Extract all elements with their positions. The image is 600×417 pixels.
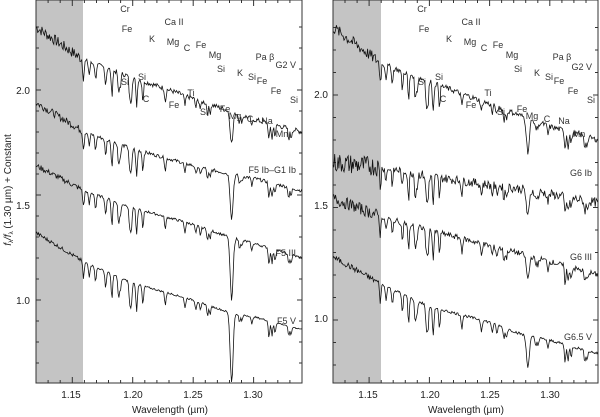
left-ytick-label: 1.0: [16, 296, 30, 307]
left-shaded-region: [36, 0, 83, 383]
line-id-label: Si: [290, 95, 298, 105]
line-id-label: Ca II: [164, 17, 183, 27]
line-id-label: Si: [418, 77, 426, 87]
left-xtick-label: 1.25: [183, 390, 203, 401]
line-id-label: Si: [248, 72, 256, 82]
right-spectra: [332, 25, 599, 368]
line-id-label: Na: [261, 116, 273, 126]
line-id-label: Fe: [554, 76, 565, 86]
line-id-label: Pa β: [553, 52, 572, 62]
line-id-label: Fe: [493, 40, 504, 50]
line-id-label: C: [481, 43, 488, 53]
line-id-label: K: [149, 34, 155, 44]
line-id-label: Na: [558, 116, 570, 126]
line-id-label: Fe: [196, 40, 207, 50]
series-label-g6iii: G6 III: [570, 252, 592, 262]
right-x-axis-label: Wavelength (µm): [428, 405, 504, 416]
spectrum-line: [332, 153, 599, 216]
right-x-ticks: [344, 0, 587, 383]
line-id-label: Si: [587, 95, 595, 105]
line-id-label: K: [446, 34, 452, 44]
right-xtick-label: 1.25: [480, 390, 500, 401]
right-ytick-label: 2.0: [314, 90, 328, 101]
line-id-label: Ti: [187, 88, 194, 98]
line-id-label: Si: [200, 107, 208, 117]
line-id-label: Fe: [568, 86, 579, 96]
line-id-label: Cr: [120, 4, 130, 14]
line-id-label: Fe: [517, 104, 528, 114]
line-id-label: Mg: [167, 37, 180, 47]
line-id-label: Si: [435, 72, 443, 82]
line-id-label: C: [544, 114, 551, 124]
right-xtick-label: 1.20: [420, 390, 440, 401]
line-id-label: Ti: [484, 88, 491, 98]
line-id-label: Fe: [271, 86, 282, 96]
line-id-label: Fe: [257, 76, 268, 86]
series-label-g65v: G6.5 V: [564, 332, 592, 342]
line-id-label: C: [440, 94, 447, 104]
line-id-label: Mg: [229, 111, 242, 121]
line-id-label: Fe: [419, 24, 430, 34]
left-panel: 1.15 1.20 1.25 1.30 1.0 1.5 2.0 Waveleng…: [3, 0, 303, 416]
left-spectra: [35, 26, 303, 383]
left-xtick-label: 1.20: [123, 390, 143, 401]
left-xtick-label: 1.30: [243, 390, 263, 401]
spectrum-line: [332, 25, 599, 155]
spectrum-line: [332, 255, 599, 368]
line-id-label: Mn: [276, 129, 289, 139]
line-id-label: Cr: [417, 4, 427, 14]
line-id-label: Si: [497, 107, 505, 117]
spectrum-line: [35, 231, 302, 383]
right-xtick-label: 1.15: [358, 390, 378, 401]
right-panel: 1.15 1.20 1.25 1.30 1.0 1.5 2.0 Waveleng…: [314, 0, 599, 416]
left-x-axis-label: Wavelength (µm): [132, 405, 208, 416]
series-label-g2v-right: G2 V: [571, 62, 592, 72]
spectrum-line: [332, 194, 599, 285]
line-id-label: Ca II: [461, 17, 480, 27]
series-label-f5ib-g1ib: F5 Ib–G1 Ib: [248, 165, 296, 175]
right-ytick-label: 1.5: [314, 201, 328, 212]
line-id-label: C: [247, 114, 254, 124]
line-id-label: Mg: [209, 50, 222, 60]
line-id-label: K: [237, 68, 243, 78]
series-label-f5iii: F5 III: [275, 248, 296, 258]
line-id-label: Mg: [464, 37, 477, 47]
line-id-label: Pa β: [256, 52, 275, 62]
line-id-label: Si: [138, 72, 146, 82]
line-id-label: Fe: [122, 24, 133, 34]
spectrum-line: [35, 26, 303, 144]
right-xtick-label: 1.30: [540, 390, 560, 401]
left-ytick-label: 2.0: [16, 86, 30, 97]
line-id-label: Si: [545, 72, 553, 82]
left-x-ticks: [47, 0, 291, 383]
line-id-label: C: [184, 43, 191, 53]
line-id-label: Fe: [466, 100, 477, 110]
line-id-label: Fe: [220, 104, 231, 114]
line-id-label: Mg: [506, 50, 519, 60]
line-id-label: Si: [217, 64, 225, 74]
left-xtick-label: 1.15: [61, 390, 81, 401]
line-id-label: Si: [121, 77, 129, 87]
line-id-label: Si: [514, 64, 522, 74]
spectrum-line: [35, 103, 303, 220]
line-id-label: K: [534, 68, 540, 78]
y-axis-label: fλ/fλ (1.30 µm) + Constant: [3, 134, 15, 246]
left-y-ticks: [36, 26, 302, 364]
right-shaded-region: [333, 0, 381, 383]
line-id-label: Mn: [573, 129, 586, 139]
line-id-label: Mg: [526, 111, 539, 121]
series-label-f5v: F5 V: [277, 316, 296, 326]
left-ytick-label: 1.5: [16, 201, 30, 212]
line-id-label: Fe: [169, 100, 180, 110]
series-label-g2v-left: G2 V: [275, 60, 296, 70]
spectrum-line: [35, 164, 303, 301]
line-id-label: C: [143, 94, 150, 104]
series-label-g6ib: G6 Ib: [570, 168, 592, 178]
right-ytick-label: 1.0: [314, 314, 328, 325]
